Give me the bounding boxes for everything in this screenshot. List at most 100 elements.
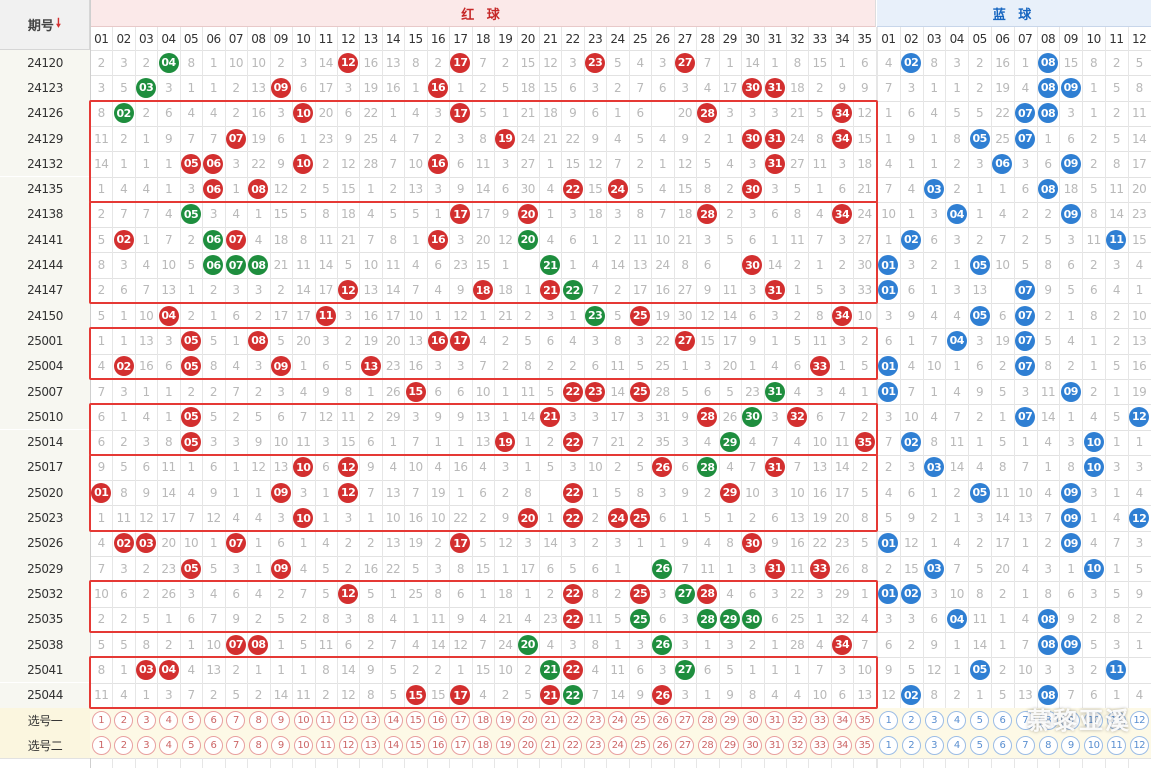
red-pick-button[interactable]: 17 (450, 710, 470, 730)
red-pick-button[interactable]: 16 (428, 736, 448, 756)
red-pick-button[interactable]: 6 (203, 736, 223, 756)
red-pick-button[interactable]: 32 (787, 736, 807, 756)
blue-pick-button[interactable]: 4 (947, 710, 967, 730)
red-pick-button[interactable]: 22 (563, 736, 583, 756)
red-column-number: 33 (812, 31, 827, 46)
red-pick-button[interactable]: 15 (406, 736, 426, 756)
red-pick-button[interactable]: 12 (338, 710, 358, 730)
red-pick-button[interactable]: 15 (406, 710, 426, 730)
blue-pick-button[interactable]: 2 (901, 736, 921, 756)
red-pick-button[interactable]: 27 (675, 736, 695, 756)
red-pick-button[interactable]: 3 (136, 736, 156, 756)
red-pick-button[interactable]: 18 (473, 710, 493, 730)
red-pick-button[interactable]: 20 (518, 736, 538, 756)
red-pick-button[interactable]: 30 (742, 710, 762, 730)
red-pick-button[interactable]: 25 (630, 736, 650, 756)
red-pick-button[interactable]: 26 (652, 710, 672, 730)
red-pick-button[interactable]: 9 (271, 710, 291, 730)
red-pick-button[interactable]: 19 (495, 736, 515, 756)
blue-pick-button[interactable]: 7 (1015, 710, 1035, 730)
blue-pick-button[interactable]: 3 (924, 710, 944, 730)
red-pick-button[interactable]: 8 (248, 710, 268, 730)
red-miss-count: 19 (251, 131, 266, 146)
red-pick-button[interactable]: 28 (697, 710, 717, 730)
blue-pick-button[interactable]: 12 (1129, 710, 1149, 730)
red-pick-button[interactable]: 12 (338, 736, 358, 756)
red-pick-button[interactable]: 28 (697, 736, 717, 756)
red-pick-button[interactable]: 29 (720, 710, 740, 730)
red-pick-button[interactable]: 4 (159, 710, 179, 730)
blue-pick-button[interactable]: 12 (1129, 736, 1149, 756)
red-pick-button[interactable]: 14 (383, 710, 403, 730)
blue-pick-button[interactable]: 10 (1084, 736, 1104, 756)
blue-pick-button[interactable]: 11 (1106, 736, 1126, 756)
red-pick-button[interactable]: 35 (855, 736, 875, 756)
red-pick-button[interactable]: 13 (361, 710, 381, 730)
red-pick-button[interactable]: 8 (248, 736, 268, 756)
blue-pick-button[interactable]: 10 (1084, 710, 1104, 730)
blue-pick-button[interactable]: 4 (947, 736, 967, 756)
red-miss-count: 1 (142, 384, 151, 399)
red-pick-button[interactable]: 35 (855, 710, 875, 730)
blue-pick-button[interactable]: 9 (1061, 710, 1081, 730)
blue-pick-button[interactable]: 7 (1015, 736, 1035, 756)
red-pick-button[interactable]: 5 (181, 710, 201, 730)
red-pick-button[interactable]: 5 (181, 736, 201, 756)
blue-pick-button[interactable]: 3 (924, 736, 944, 756)
blue-pick-button[interactable]: 11 (1106, 710, 1126, 730)
blue-pick-button[interactable]: 5 (970, 710, 990, 730)
red-pick-button[interactable]: 21 (540, 736, 560, 756)
red-pick-button[interactable]: 31 (765, 736, 785, 756)
blue-pick-button[interactable]: 8 (1038, 710, 1058, 730)
red-pick-button[interactable]: 23 (585, 736, 605, 756)
red-pick-button[interactable]: 24 (608, 736, 628, 756)
red-pick-button[interactable]: 17 (450, 736, 470, 756)
red-pick-button[interactable]: 2 (114, 710, 134, 730)
red-pick-button[interactable]: 1 (91, 710, 111, 730)
red-pick-button[interactable]: 7 (226, 710, 246, 730)
blue-pick-button[interactable]: 8 (1038, 736, 1058, 756)
red-pick-button[interactable]: 3 (136, 710, 156, 730)
red-pick-button[interactable]: 27 (675, 710, 695, 730)
red-pick-button[interactable]: 34 (832, 710, 852, 730)
red-pick-button[interactable]: 10 (293, 736, 313, 756)
red-pick-button[interactable]: 9 (271, 736, 291, 756)
red-pick-button[interactable]: 19 (495, 710, 515, 730)
red-pick-button[interactable]: 21 (540, 710, 560, 730)
blue-pick-button[interactable]: 1 (878, 736, 898, 756)
red-pick-button[interactable]: 6 (203, 710, 223, 730)
red-pick-button[interactable]: 13 (361, 736, 381, 756)
red-pick-button[interactable]: 14 (383, 736, 403, 756)
sort-down-icon[interactable]: 🠗 (55, 16, 62, 30)
red-pick-button[interactable]: 25 (630, 710, 650, 730)
blue-pick-button[interactable]: 1 (878, 710, 898, 730)
red-pick-button[interactable]: 32 (787, 710, 807, 730)
red-pick-button[interactable]: 23 (585, 710, 605, 730)
red-pick-button[interactable]: 24 (608, 710, 628, 730)
red-pick-button[interactable]: 33 (810, 710, 830, 730)
blue-pick-button[interactable]: 2 (901, 710, 921, 730)
red-pick-button[interactable]: 26 (652, 736, 672, 756)
red-pick-button[interactable]: 4 (159, 736, 179, 756)
blue-pick-button[interactable]: 5 (970, 736, 990, 756)
red-pick-button[interactable]: 11 (316, 736, 336, 756)
red-pick-button[interactable]: 1 (91, 736, 111, 756)
blue-pick-button[interactable]: 9 (1061, 736, 1081, 756)
red-pick-button[interactable]: 33 (810, 736, 830, 756)
red-pick-button[interactable]: 16 (428, 710, 448, 730)
period-column-header[interactable]: 期号 🠗 (0, 0, 90, 50)
red-pick-button[interactable]: 7 (226, 736, 246, 756)
blue-pick-button[interactable]: 6 (992, 736, 1012, 756)
red-pick-button[interactable]: 34 (832, 736, 852, 756)
red-pick-button[interactable]: 22 (563, 710, 583, 730)
red-pick-button[interactable]: 18 (473, 736, 493, 756)
red-pick-button[interactable]: 11 (316, 710, 336, 730)
red-pick-button[interactable]: 2 (114, 736, 134, 756)
pick-row-label: 选号一 (0, 707, 90, 734)
red-pick-button[interactable]: 29 (720, 736, 740, 756)
red-pick-button[interactable]: 30 (742, 736, 762, 756)
red-pick-button[interactable]: 31 (765, 710, 785, 730)
blue-pick-button[interactable]: 6 (992, 710, 1012, 730)
red-pick-button[interactable]: 10 (293, 710, 313, 730)
red-pick-button[interactable]: 20 (518, 710, 538, 730)
